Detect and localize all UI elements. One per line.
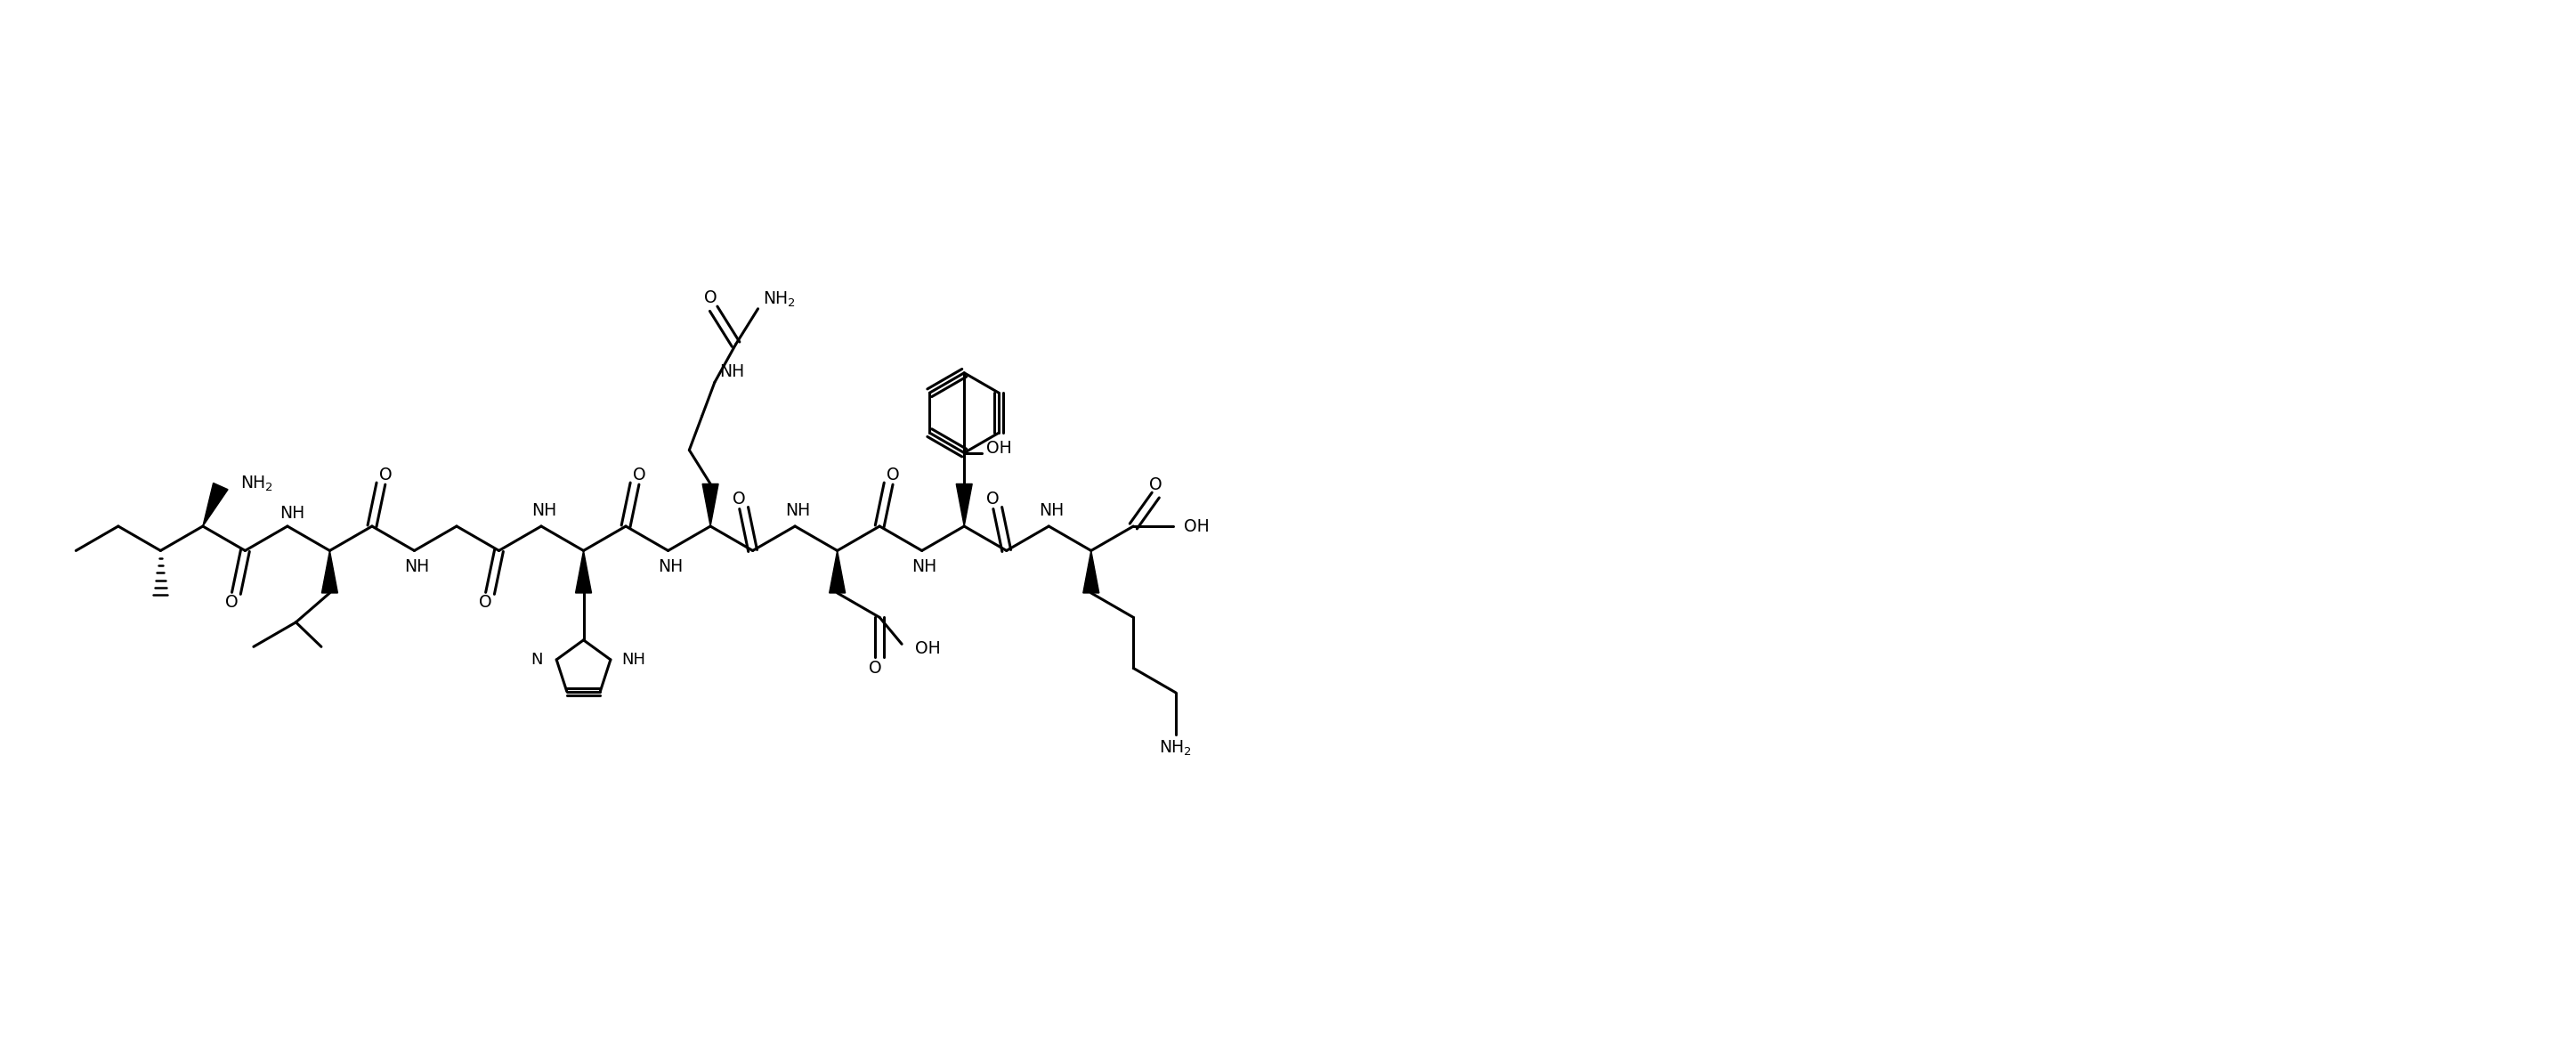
Text: OH: OH: [987, 440, 1012, 457]
Text: NH: NH: [719, 363, 744, 380]
Polygon shape: [703, 484, 719, 526]
Text: NH: NH: [786, 502, 811, 518]
Text: O: O: [634, 467, 647, 484]
Text: NH: NH: [278, 505, 304, 522]
Text: NH$_2$: NH$_2$: [240, 474, 273, 493]
Text: NH$_2$: NH$_2$: [1159, 739, 1193, 758]
Text: NH: NH: [1038, 502, 1064, 518]
Text: NH: NH: [404, 559, 430, 576]
Text: OH: OH: [1185, 517, 1211, 534]
Text: NH: NH: [621, 652, 644, 667]
Text: O: O: [224, 593, 240, 610]
Text: O: O: [379, 467, 392, 484]
Text: O: O: [886, 467, 899, 484]
Text: NH: NH: [912, 559, 938, 576]
Text: O: O: [479, 593, 492, 610]
Polygon shape: [829, 550, 845, 593]
Text: NH: NH: [531, 502, 556, 518]
Text: O: O: [868, 660, 881, 677]
Text: N: N: [531, 652, 544, 667]
Polygon shape: [322, 550, 337, 593]
Text: NH$_2$: NH$_2$: [762, 290, 796, 309]
Text: O: O: [987, 491, 999, 508]
Text: OH: OH: [914, 640, 940, 657]
Polygon shape: [204, 483, 227, 526]
Text: O: O: [703, 289, 719, 306]
Polygon shape: [1082, 550, 1100, 593]
Polygon shape: [574, 550, 592, 593]
Polygon shape: [956, 484, 971, 526]
Text: NH: NH: [659, 559, 683, 576]
Text: O: O: [732, 491, 747, 508]
Text: O: O: [1149, 476, 1162, 493]
